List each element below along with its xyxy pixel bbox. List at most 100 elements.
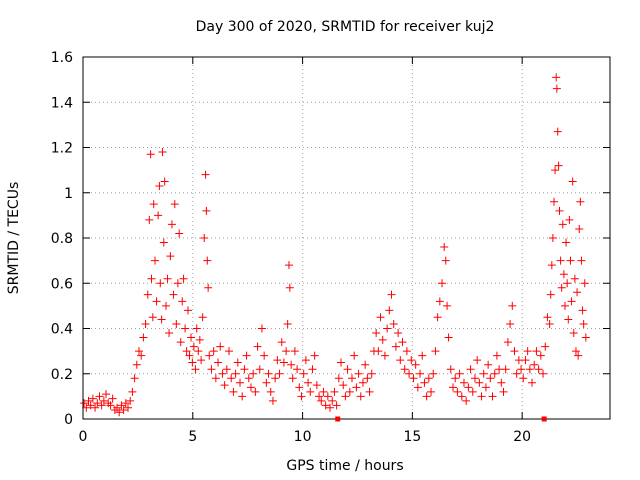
data-point	[242, 351, 251, 360]
data-point	[165, 329, 174, 338]
data-point	[273, 356, 282, 365]
data-point	[154, 211, 163, 220]
data-point	[405, 369, 414, 378]
data-point	[179, 274, 188, 283]
data-point	[182, 347, 191, 356]
data-point	[521, 356, 530, 365]
data-point	[149, 200, 158, 209]
y-tick-label: 0.2	[51, 367, 73, 383]
x-tick-label: 5	[188, 429, 197, 445]
data-point	[198, 313, 207, 322]
data-point	[202, 206, 211, 215]
data-point	[571, 347, 580, 356]
data-point	[308, 365, 317, 374]
data-point	[293, 365, 302, 374]
data-point	[566, 256, 575, 265]
data-point	[576, 197, 585, 206]
data-point	[363, 374, 372, 383]
data-point	[563, 279, 572, 288]
data-point	[97, 401, 106, 410]
data-point	[532, 347, 541, 356]
data-point	[347, 374, 356, 383]
data-point	[581, 333, 590, 342]
data-point	[466, 365, 475, 374]
data-point	[510, 347, 519, 356]
data-point	[162, 301, 171, 310]
data-point	[508, 301, 517, 310]
data-point	[299, 369, 308, 378]
data-point	[141, 319, 150, 328]
data-point	[383, 324, 392, 333]
data-point	[317, 396, 326, 405]
y-tick-label: 1.6	[51, 50, 73, 66]
data-point	[191, 365, 200, 374]
data-point	[246, 383, 255, 392]
data-point	[519, 374, 528, 383]
data-point	[82, 403, 91, 412]
data-point	[251, 387, 260, 396]
data-point	[155, 181, 164, 190]
data-point	[117, 401, 126, 410]
data-point	[264, 369, 273, 378]
data-point	[151, 256, 160, 265]
data-point	[227, 374, 236, 383]
data-point	[570, 274, 579, 283]
data-point	[220, 381, 229, 390]
data-point	[301, 356, 310, 365]
data-point	[104, 399, 113, 408]
data-point	[536, 351, 545, 360]
data-point	[455, 369, 464, 378]
data-point	[350, 351, 359, 360]
data-point	[539, 369, 548, 378]
x-tick-labels: 0 5 10 15 20	[79, 429, 532, 445]
y-tick-label: 0.4	[51, 322, 73, 338]
data-point	[152, 297, 161, 306]
data-point	[416, 369, 425, 378]
data-point	[262, 378, 271, 387]
data-point	[479, 369, 488, 378]
data-point	[113, 403, 122, 412]
data-point	[181, 324, 190, 333]
data-point	[545, 319, 554, 328]
data-point	[398, 338, 407, 347]
data-point	[143, 290, 152, 299]
data-point	[163, 274, 172, 283]
data-point	[506, 319, 515, 328]
data-point	[159, 238, 168, 247]
data-point	[238, 392, 247, 401]
data-point	[402, 347, 411, 356]
data-point	[440, 243, 449, 252]
data-point	[475, 378, 484, 387]
data-point	[323, 392, 332, 401]
data-point	[326, 403, 335, 412]
data-point	[110, 405, 119, 414]
y-axis-label: SRMTID / TECUs	[6, 182, 22, 295]
data-point	[431, 347, 440, 356]
data-point	[312, 381, 321, 390]
data-point	[233, 358, 242, 367]
data-point	[356, 392, 365, 401]
data-point	[441, 256, 450, 265]
data-point	[288, 374, 297, 383]
data-point	[396, 356, 405, 365]
data-point	[411, 360, 420, 369]
data-point	[160, 177, 169, 186]
data-point	[555, 206, 564, 215]
data-point	[188, 358, 197, 367]
data-point	[277, 338, 286, 347]
data-point	[413, 383, 422, 392]
data-point	[132, 360, 141, 369]
data-point	[568, 177, 577, 186]
data-point	[484, 360, 493, 369]
data-point	[367, 369, 376, 378]
data-point	[115, 408, 124, 417]
data-point	[253, 342, 262, 351]
data-point	[385, 306, 394, 315]
y-tick-label: 0.8	[51, 231, 73, 247]
data-point	[578, 306, 587, 315]
data-point	[137, 351, 146, 360]
data-point	[422, 392, 431, 401]
data-point	[365, 387, 374, 396]
data-point	[444, 333, 453, 342]
data-point	[214, 358, 223, 367]
